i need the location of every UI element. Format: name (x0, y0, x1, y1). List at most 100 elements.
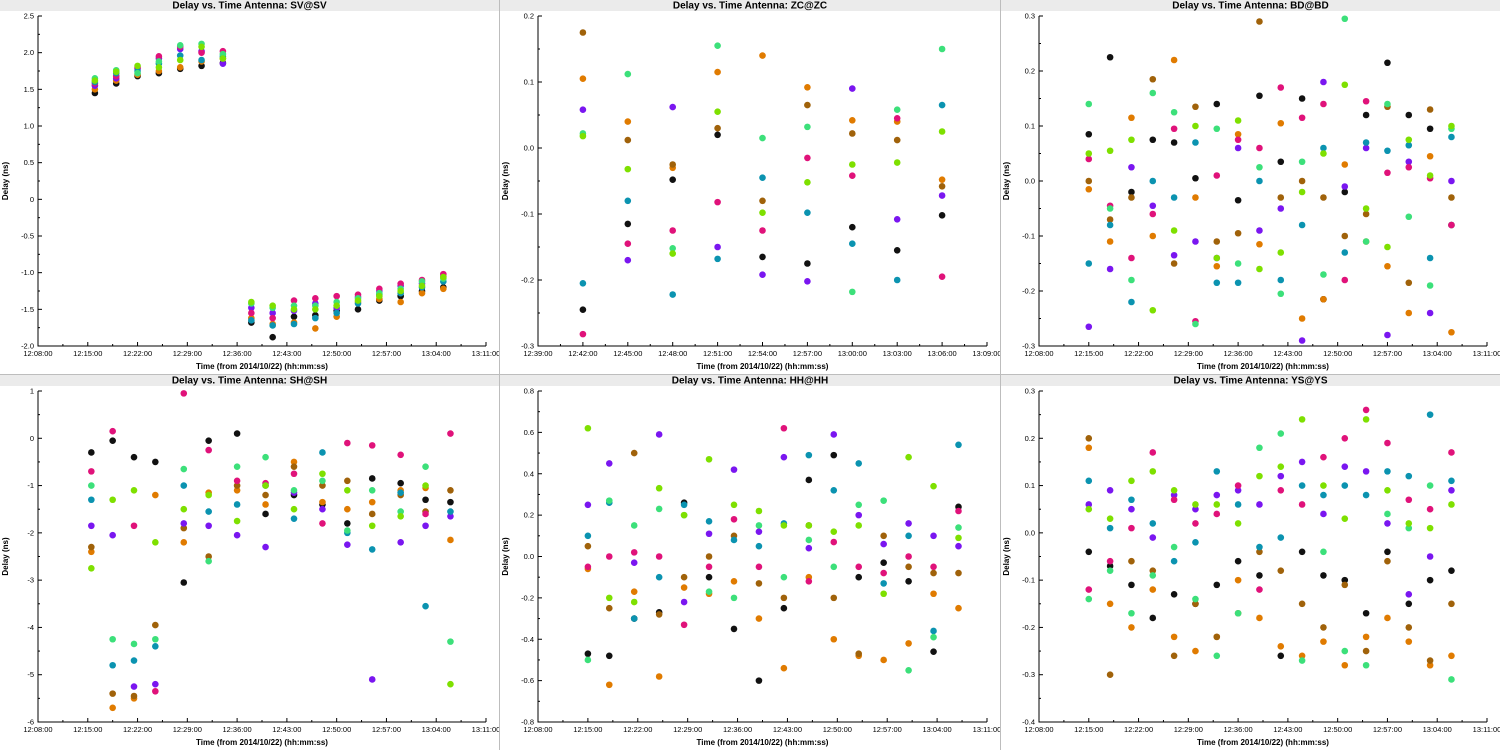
data-point (447, 508, 454, 515)
data-point (804, 101, 811, 109)
data-point (1106, 221, 1114, 229)
data-point (1341, 647, 1349, 655)
data-point (1085, 150, 1093, 157)
data-point (1426, 125, 1434, 133)
data-point (447, 498, 454, 506)
x-axis-label: Time (from 2014/10/22) (hh:mm:ss) (1197, 362, 1329, 371)
data-point (930, 482, 937, 490)
data-point (755, 677, 763, 684)
x-tick-label: 12:57:00 (372, 349, 401, 358)
data-point (1298, 652, 1306, 660)
data-point (1298, 114, 1306, 122)
data-point (705, 563, 713, 571)
y-tick-label: 1.5 (24, 85, 34, 94)
data-point (579, 280, 587, 287)
data-point (655, 573, 663, 581)
y-tick-label: 0.1 (524, 78, 534, 87)
data-point (669, 250, 676, 257)
data-point (1405, 136, 1413, 144)
data-point (1170, 108, 1178, 116)
data-point (1362, 661, 1370, 669)
x-tick-label: 12:08:00 (1024, 349, 1053, 358)
data-point (1320, 78, 1327, 86)
x-tick-label: 12:08:00 (23, 349, 52, 358)
data-point (669, 161, 676, 168)
vertical-divider-left (499, 0, 500, 750)
data-point (376, 292, 383, 300)
data-point (1128, 136, 1135, 144)
title-bar (1001, 0, 1500, 11)
data-point (630, 549, 638, 556)
data-point (624, 240, 632, 247)
data-point (705, 518, 713, 525)
data-point (1128, 496, 1135, 504)
axis-lines (1038, 391, 1487, 723)
data-point (1085, 548, 1093, 556)
data-point (680, 621, 688, 629)
data-point (290, 320, 298, 328)
data-point (714, 131, 721, 139)
data-point (418, 289, 426, 297)
data-point (1320, 100, 1327, 108)
data-point (780, 573, 788, 581)
data-point (1298, 482, 1306, 489)
data-point (1277, 430, 1285, 437)
data-point (130, 487, 138, 494)
data-point (1426, 152, 1434, 160)
data-point (1170, 251, 1178, 259)
data-point (584, 532, 592, 540)
data-point (176, 42, 184, 49)
data-point (233, 517, 241, 525)
data-point (333, 292, 340, 300)
data-point (1341, 15, 1349, 23)
data-point (1128, 188, 1135, 196)
data-point (1149, 614, 1157, 622)
data-point (1213, 172, 1221, 179)
data-point (1362, 633, 1370, 641)
data-point (1448, 328, 1455, 336)
data-point (205, 437, 212, 444)
data-point (680, 511, 688, 519)
y-tick-label: -1 (27, 481, 34, 490)
data-point (440, 285, 447, 293)
data-point (422, 522, 429, 530)
data-point (1362, 139, 1370, 146)
x-tick-label: 12:22:00 (123, 349, 152, 358)
data-point (1426, 661, 1434, 669)
y-tick-label: 0.4 (524, 469, 534, 478)
scatter-chart: Delay vs. Time Antenna: SV@SV -2.0 -1.5 -1.… (0, 0, 499, 371)
data-point (88, 449, 95, 456)
data-point (1426, 309, 1434, 317)
data-point (1106, 567, 1114, 574)
title-bar (1001, 375, 1500, 386)
data-point (1149, 534, 1157, 541)
data-point (1085, 505, 1093, 513)
data-point (180, 390, 188, 397)
data-point (855, 522, 863, 529)
data-point (1149, 210, 1157, 218)
data-point (605, 553, 613, 560)
data-point (1170, 633, 1178, 641)
data-point (1170, 194, 1178, 201)
data-point (1384, 468, 1391, 475)
data-point (630, 598, 638, 606)
data-point (1128, 505, 1135, 513)
data-point (930, 633, 937, 641)
data-point (905, 640, 912, 647)
data-point (269, 314, 276, 322)
data-point (262, 453, 269, 461)
data-point (1170, 56, 1178, 64)
data-point (755, 580, 763, 587)
data-point (1149, 232, 1157, 240)
x-tick-label: 13:04:00 (923, 725, 952, 734)
data-point (1298, 188, 1306, 196)
data-point (1256, 240, 1263, 248)
data-point (91, 77, 99, 84)
data-point (1149, 202, 1157, 210)
data-point (1085, 477, 1093, 485)
data-point (1234, 136, 1242, 144)
y-tick-label: -4 (27, 623, 34, 632)
data-point (1341, 576, 1349, 584)
data-point (1085, 501, 1093, 508)
data-point (1341, 249, 1349, 256)
